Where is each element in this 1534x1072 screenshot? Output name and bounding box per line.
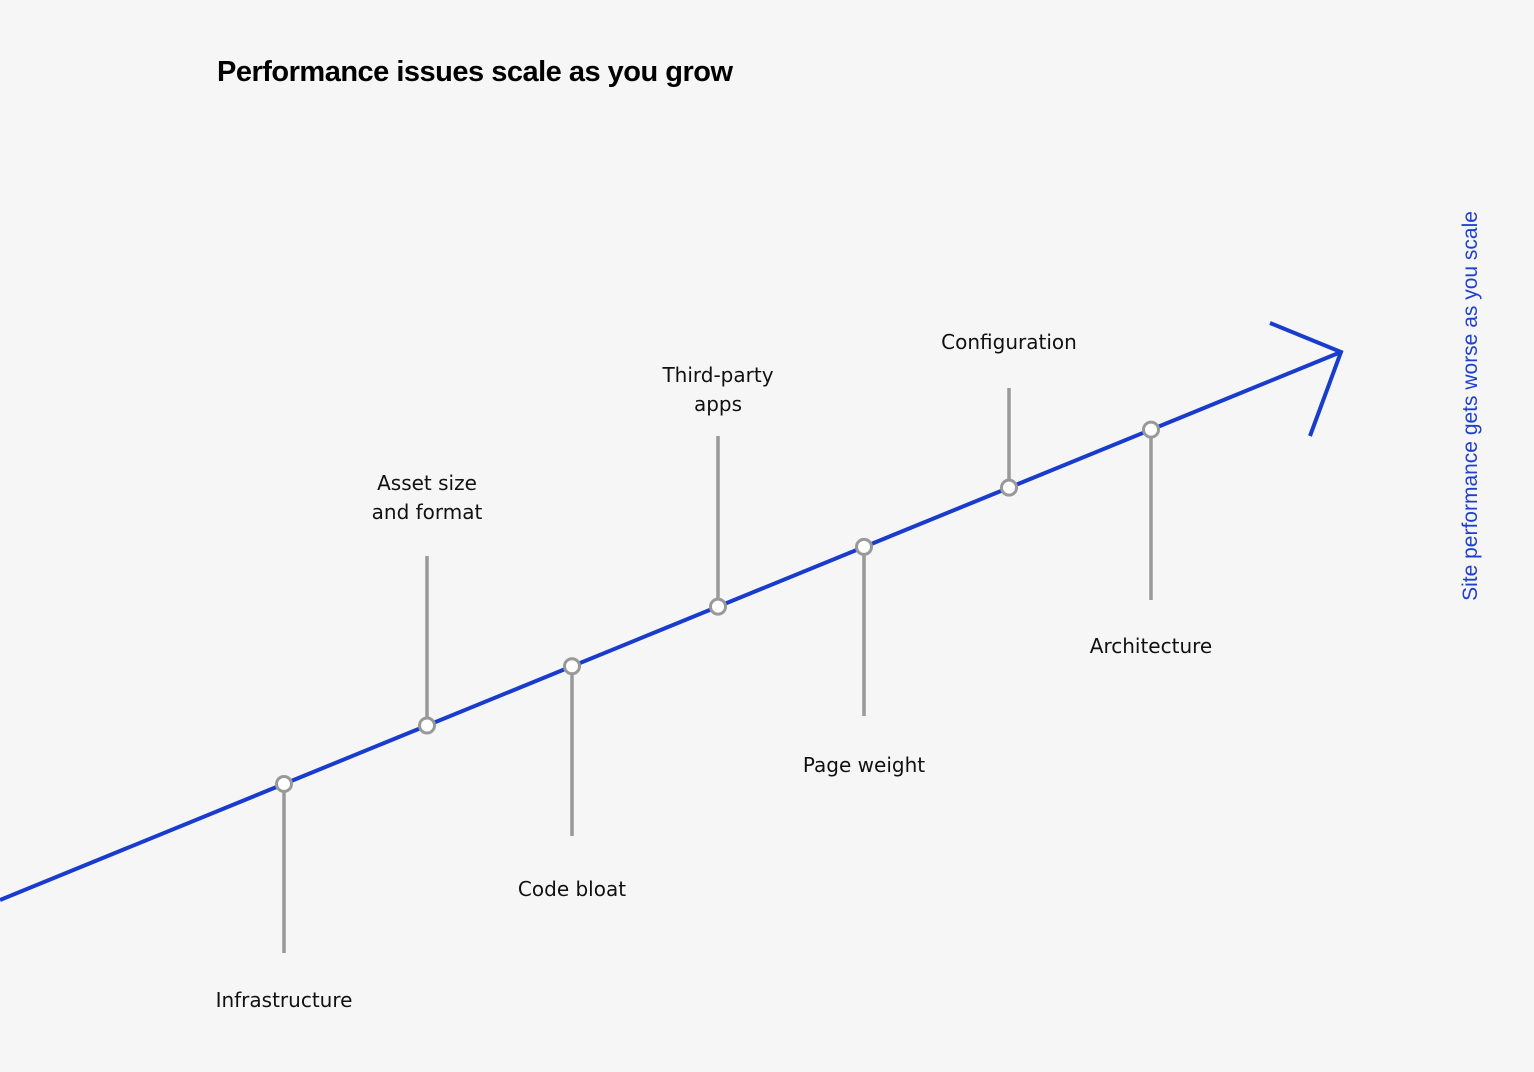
arrowhead-icon	[1269, 321, 1344, 437]
milestone-node	[563, 657, 581, 676]
milestone-node	[709, 597, 727, 616]
milestone-label: and format	[372, 500, 483, 524]
milestone-node	[275, 774, 293, 793]
milestone-label: Architecture	[1090, 634, 1212, 658]
milestone-label: Infrastructure	[216, 988, 353, 1012]
milestone-node	[1000, 478, 1018, 497]
diagram-title: Performance issues scale as you grow	[217, 56, 733, 88]
milestone-label: Asset size	[377, 471, 477, 495]
milestone-node	[418, 716, 436, 735]
milestone-node	[855, 537, 873, 556]
milestone-label: Third-party	[661, 363, 773, 387]
side-label: Site performance gets worse as you scale	[1459, 211, 1482, 601]
milestone-label: Page weight	[803, 753, 925, 777]
growth-line	[0, 350, 1342, 902]
milestone-label: apps	[694, 392, 742, 416]
milestone-label: Code bloat	[518, 877, 626, 901]
milestone-label: Configuration	[941, 330, 1077, 354]
milestone-node	[1142, 420, 1160, 439]
